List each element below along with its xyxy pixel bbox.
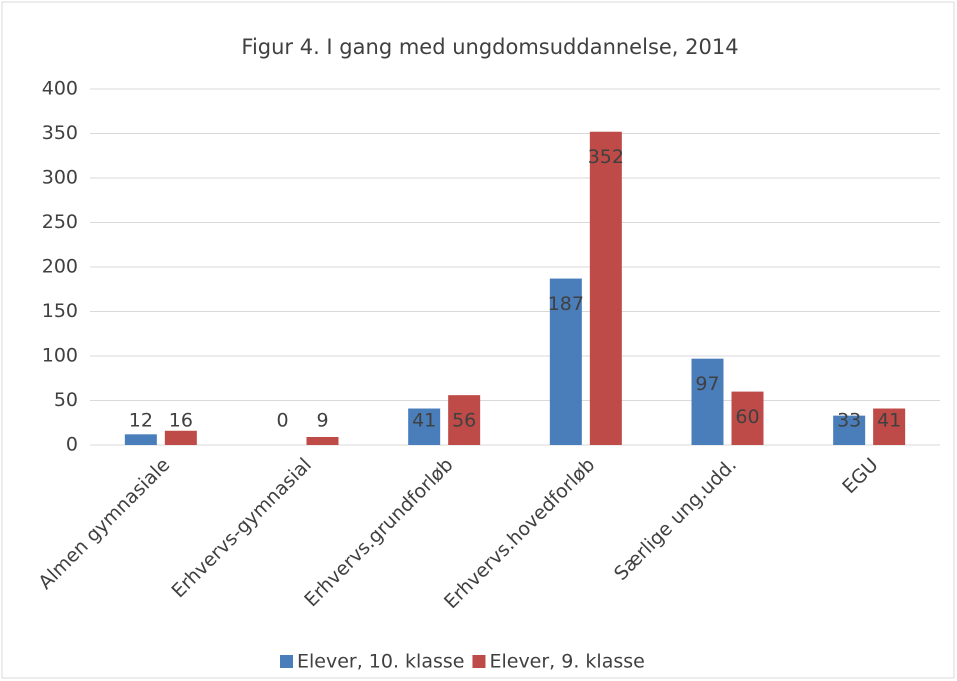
legend-swatch <box>280 655 293 668</box>
bar <box>306 436 339 445</box>
data-label: 60 <box>735 406 759 428</box>
bar <box>124 434 157 445</box>
bar <box>408 408 441 445</box>
y-tick-label: 200 <box>42 256 78 278</box>
bar <box>589 131 622 445</box>
legend-label: Elever, 10. klasse <box>297 651 464 673</box>
data-label: 56 <box>452 410 476 432</box>
chart-title: Figur 4. I gang med ungdomsuddannelse, 2… <box>241 35 738 59</box>
y-tick-label: 300 <box>42 167 78 189</box>
legend-swatch <box>472 655 486 668</box>
bar <box>833 415 866 445</box>
data-label: 41 <box>877 410 901 432</box>
data-label: 0 <box>276 410 288 432</box>
data-label: 12 <box>129 410 153 432</box>
bar <box>731 391 764 445</box>
data-label: 16 <box>169 410 193 432</box>
y-tick-label: 100 <box>42 345 78 367</box>
bar <box>691 358 724 445</box>
y-tick-label: 400 <box>42 78 78 100</box>
y-tick-label: 350 <box>42 122 78 144</box>
data-label: 352 <box>588 146 624 168</box>
data-label: 41 <box>412 410 436 432</box>
data-label: 33 <box>837 410 861 432</box>
y-tick-label: 50 <box>54 389 78 411</box>
bar <box>448 395 481 445</box>
y-tick-label: 250 <box>42 211 78 233</box>
bar <box>164 430 197 445</box>
y-tick-label: 150 <box>42 300 78 322</box>
bar <box>549 278 582 445</box>
data-label: 9 <box>316 410 328 432</box>
data-label: 97 <box>695 373 719 395</box>
data-label: 187 <box>548 293 584 315</box>
legend-label: Elever, 9. klasse <box>489 651 644 673</box>
y-tick-label: 0 <box>66 434 78 456</box>
bar <box>873 408 906 445</box>
